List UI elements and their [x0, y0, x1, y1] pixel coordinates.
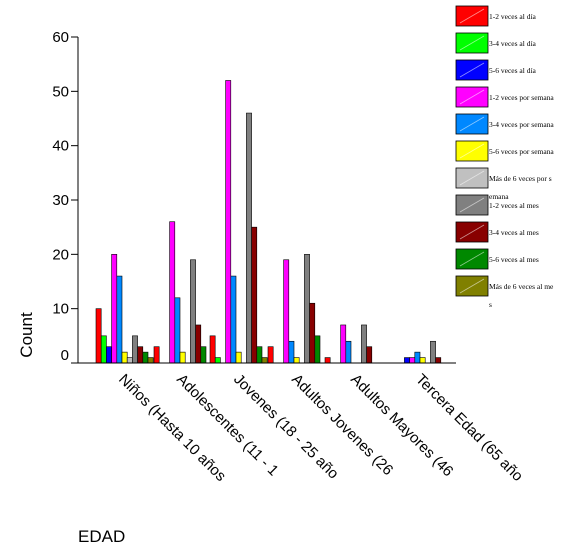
bar — [225, 80, 232, 364]
bar — [179, 351, 186, 364]
bars — [95, 80, 442, 364]
bar — [345, 340, 352, 364]
bar — [147, 357, 154, 364]
legend-label: 1-2 veces al mes — [489, 201, 539, 210]
bar — [230, 275, 237, 364]
bar — [366, 346, 373, 364]
legend-label: 3-4 veces al mes — [489, 228, 539, 237]
bar — [209, 335, 216, 364]
bar — [116, 275, 123, 364]
bar — [95, 308, 102, 364]
bar — [293, 357, 300, 364]
legend-label: 3-4 veces al día — [489, 39, 537, 48]
bar — [261, 357, 268, 364]
y-tick-label: 20 — [52, 246, 69, 263]
legend-label: 5-6 veces por semana — [489, 147, 554, 156]
legend-label: 5-6 veces al mes — [489, 255, 539, 264]
bar — [435, 357, 442, 364]
legend-swatch-gloss — [459, 170, 485, 186]
bar — [430, 340, 436, 364]
legend-swatch-gloss — [459, 251, 485, 267]
legend-swatch-gloss — [459, 89, 485, 105]
bar — [142, 351, 149, 364]
y-tick-label: 60 — [52, 29, 69, 46]
y-tick-label: 40 — [52, 138, 69, 155]
bar — [419, 357, 426, 364]
legend-label: emana — [489, 192, 509, 201]
legend-swatch-gloss — [459, 8, 485, 24]
legend-label: 1-2 veces por semana — [489, 93, 554, 102]
y-axis: 0 10 20 30 40 50 60 — [52, 29, 79, 364]
bar — [111, 254, 118, 364]
bar — [126, 357, 133, 364]
y-tick-label: 0 — [61, 347, 69, 364]
bar — [169, 221, 176, 364]
bar — [314, 335, 321, 364]
bar — [174, 297, 181, 364]
bar — [246, 112, 252, 364]
y-axis-label: Count — [17, 312, 36, 358]
y-tick-label: 50 — [52, 83, 69, 100]
bar — [106, 346, 112, 364]
bar — [361, 324, 367, 364]
bar — [340, 324, 347, 364]
x-axis-label: EDAD — [78, 527, 125, 546]
bar — [214, 357, 221, 364]
legend-swatch-gloss — [459, 116, 485, 132]
bar — [414, 351, 421, 364]
legend-label: 5-6 veces al día — [489, 66, 537, 75]
bar — [121, 351, 128, 364]
x-tick-label: Tercera Edad (65 año — [412, 371, 526, 485]
legend-label: 1-2 veces al día — [489, 12, 537, 21]
bar — [251, 226, 258, 364]
x-tick-label: Adultos Jovenes (26 — [288, 371, 396, 479]
bar — [137, 346, 144, 364]
bar — [190, 259, 196, 364]
legend-swatch-gloss — [459, 35, 485, 51]
y-tick-label: 30 — [52, 192, 69, 209]
bar — [309, 302, 316, 364]
legend-swatch-gloss — [459, 62, 485, 78]
y-tick-label: 10 — [52, 301, 69, 318]
bar — [409, 357, 416, 364]
legend-label: s — [489, 300, 492, 309]
bar — [288, 340, 295, 364]
legend-swatch-gloss — [459, 143, 485, 159]
bar — [304, 254, 310, 364]
bar — [267, 346, 274, 364]
legend-swatch-gloss — [459, 278, 485, 294]
bar — [195, 324, 202, 364]
legend-swatch-gloss — [459, 224, 485, 240]
bar — [200, 346, 207, 364]
legend-swatch-gloss — [459, 197, 485, 213]
x-tick-label: Niños (Hasta 10 años — [115, 371, 229, 485]
bar — [256, 346, 263, 364]
bar — [153, 346, 160, 364]
x-tick-label: Adolescentes (11 - 1 — [173, 371, 282, 480]
bar — [100, 335, 107, 364]
bar — [132, 335, 138, 364]
legend: 1-2 veces al día 3-4 veces al día 5-6 vece… — [455, 5, 554, 309]
legend-label: Más de 6 veces por s — [489, 174, 552, 183]
legend-label: Más de 6 veces al me — [489, 282, 554, 291]
bar — [235, 351, 242, 364]
bar — [283, 259, 290, 364]
bar — [404, 357, 410, 364]
legend-label: 3-4 veces por semana — [489, 120, 554, 129]
x-tick-label: Jovenes (18 - 25 año — [230, 371, 342, 483]
bar — [324, 357, 331, 364]
